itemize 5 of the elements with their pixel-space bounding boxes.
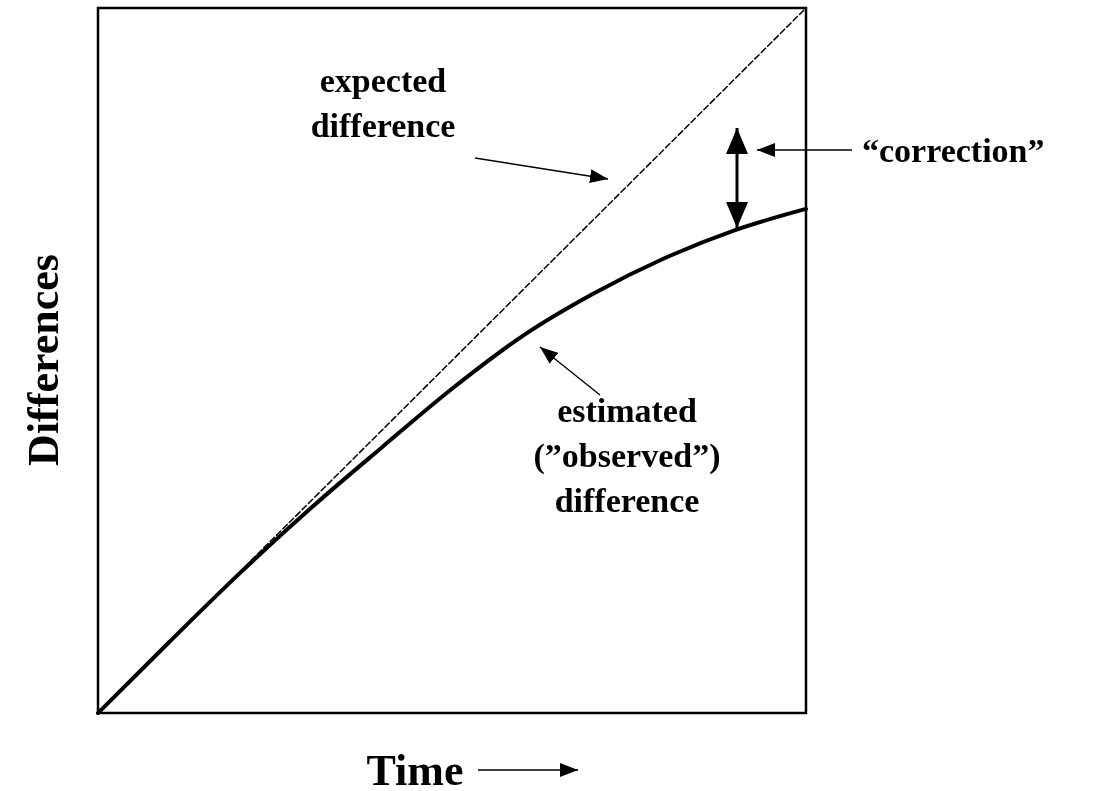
annotation: expected difference	[310, 62, 456, 144]
annotation: estimated (”observed”) difference	[533, 392, 721, 519]
text: “correction”	[862, 132, 1045, 169]
y-axis-title: Differences	[19, 254, 68, 466]
x-axis-title: Time	[366, 746, 464, 791]
